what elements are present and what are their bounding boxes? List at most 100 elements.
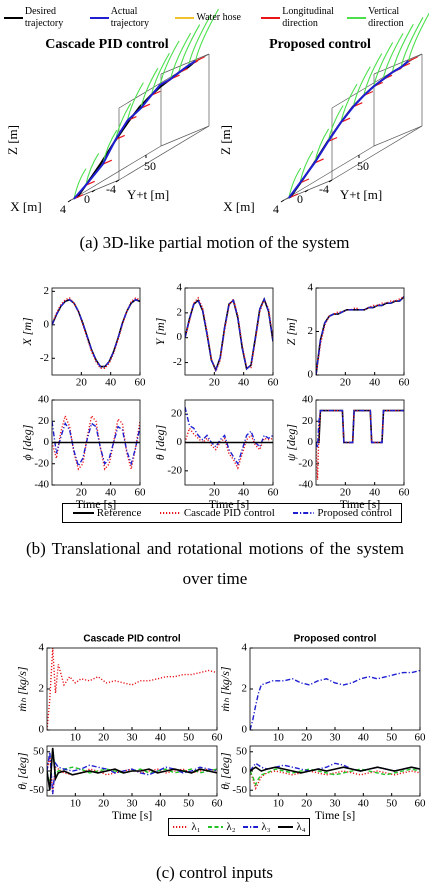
z-axis-label: Z [m]: [5, 125, 20, 155]
x-tick-label: 0: [84, 192, 90, 206]
plot-frame: [250, 648, 420, 730]
y-tick-label: 0: [39, 724, 45, 736]
vertical-direction: [194, 8, 219, 62]
vertical-direction: [188, 14, 212, 66]
plot-frame: [47, 648, 217, 730]
y-tick-label: -20: [298, 457, 313, 469]
axis-box-edge: [160, 125, 210, 147]
vertical-direction: [382, 33, 404, 80]
series-line: [52, 298, 140, 368]
x-tick-label: 40: [238, 377, 250, 389]
y-tick-label: 50: [236, 745, 248, 757]
caption: (c) control inputs: [155, 863, 274, 882]
x-tick-label: 20: [301, 732, 313, 744]
axis-box-edge: [373, 125, 423, 147]
y-axis-label: Y [m]: [153, 317, 167, 345]
y-axis-label: Y+t [m]: [127, 187, 169, 202]
legend-swatch-box: [72, 512, 94, 514]
series-line: [316, 409, 404, 448]
x-tick-label: 40: [155, 732, 167, 744]
y-tick-label: 0: [177, 436, 183, 448]
trajectory-line: [76, 60, 197, 199]
y-axis-label: ṁₕ [kg/s]: [218, 666, 232, 712]
y-tick-label: -50: [232, 784, 247, 796]
x-axis-label: X [m]: [223, 199, 254, 214]
y-tick-label: 40: [302, 394, 314, 406]
y-tick-label: 0: [44, 436, 50, 448]
x-tick-label: 20: [209, 377, 221, 389]
x-tick-label: 40: [105, 487, 117, 499]
legend-label: λ₂: [226, 821, 236, 833]
x-tick-label: 60: [212, 732, 224, 744]
y-tick-label: 20: [38, 415, 50, 427]
legend-item: λ₃: [242, 821, 271, 833]
y-tick-label: 4: [177, 282, 183, 294]
vertical-direction: [170, 32, 192, 80]
x-tick-label: 40: [155, 798, 167, 810]
vertical-direction: [140, 67, 159, 109]
y-tick-label: -40: [34, 479, 49, 491]
legend-item: Vertical direction: [346, 6, 426, 30]
plot-border: [184, 287, 274, 376]
legend-label: λ₄: [296, 821, 306, 833]
vertical-direction: [373, 42, 394, 87]
y-axis-label: θᵢ [deg]: [218, 752, 232, 790]
x-tick-label: 60: [415, 798, 427, 810]
plot-border: [315, 399, 405, 486]
y-tick-label: 50: [144, 159, 156, 173]
legend-swatch-box: [208, 826, 224, 828]
x-tick-label: 20: [340, 487, 352, 499]
x-tick-label: 20: [98, 798, 110, 810]
x-tick: [280, 199, 285, 203]
x-tick-label: 40: [105, 377, 117, 389]
legend-label: Reference: [96, 507, 142, 519]
chart-title: Proposed control: [294, 634, 377, 645]
y-axis-label: ψ [deg]: [284, 424, 298, 461]
y-axis-label: ṁₕ [kg/s]: [15, 666, 29, 712]
vertical-direction: [352, 66, 371, 107]
legend-swatch-box: [293, 512, 315, 514]
x-tick-label: 30: [330, 732, 342, 744]
plot-border: [51, 287, 141, 376]
y-tick-label: 2: [177, 306, 183, 318]
y-tick-label: -2: [173, 356, 182, 368]
y-tick-label: -50: [29, 784, 44, 796]
trajectory-line: [289, 60, 410, 199]
y-tick-label: 50: [33, 745, 45, 757]
vertical-direction: [363, 53, 383, 96]
plot-border: [249, 745, 421, 797]
legend-item: Proposed control: [292, 507, 392, 519]
x-tick-label: 20: [76, 487, 88, 499]
vertical-direction: [85, 153, 100, 186]
legend-swatch-box: [278, 826, 294, 828]
x-tick-label: 0: [297, 192, 303, 206]
series-line: [185, 426, 273, 470]
x-tick-label: 60: [268, 487, 280, 499]
y-tick-label: 50: [357, 159, 369, 173]
x-tick-label: 60: [135, 487, 147, 499]
x-tick-label: 10: [273, 798, 285, 810]
y-axis-label: X [m]: [20, 317, 34, 347]
y-tick-label: 2: [39, 683, 45, 695]
x-axis-label: Time [s]: [112, 808, 153, 822]
legend-label: Longitudinal direction: [282, 6, 334, 29]
y-tick-label: 0: [242, 765, 248, 777]
x-tick: [115, 179, 120, 183]
x-tick-label: 20: [301, 798, 313, 810]
x-tick-label: 40: [238, 487, 250, 499]
legend-label: Cascade PID control: [183, 507, 275, 519]
x-tick-label: 30: [127, 798, 139, 810]
chart-title: Cascade PID control: [83, 634, 180, 645]
series-line: [47, 747, 217, 791]
legend-item: Reference: [72, 507, 142, 519]
x-tick-label: 60: [135, 377, 147, 389]
axis-box-edge: [118, 125, 210, 181]
legend-swatch-box: [347, 17, 367, 19]
y-tick-label: 0: [308, 436, 314, 448]
plot-border: [315, 287, 405, 376]
legend-swatch-box: [173, 826, 189, 828]
axis-box-edge: [331, 125, 423, 181]
legend: Desired trajectory Actual trajectory Water…: [0, 0, 429, 36]
legend-label: Water hose: [196, 12, 241, 23]
